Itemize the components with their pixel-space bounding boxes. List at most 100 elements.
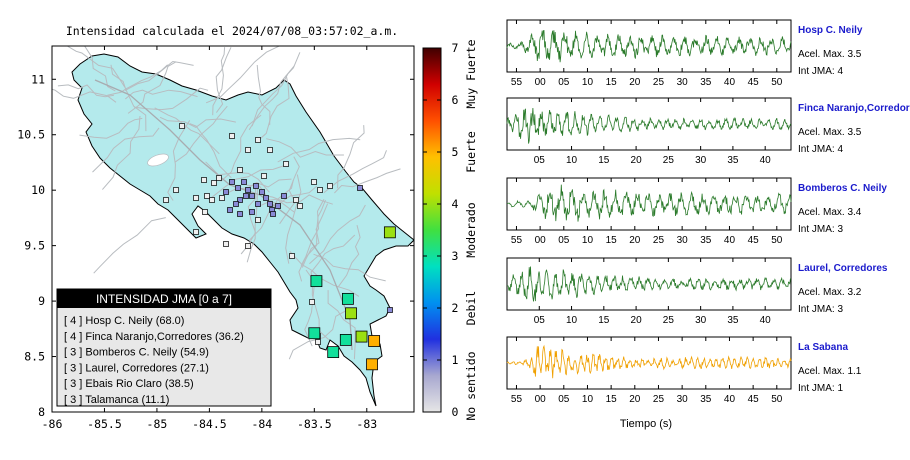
road xyxy=(313,253,386,282)
road xyxy=(92,127,160,173)
waveform-tick-label: 50 xyxy=(771,394,783,405)
station-marker xyxy=(339,334,352,346)
small-station-marker xyxy=(235,185,241,191)
legend: INTENSIDAD JMA [0 a 7] [ 4 ] Hosp C. Nei… xyxy=(56,288,272,407)
small-station-marker xyxy=(179,123,185,129)
road xyxy=(301,203,329,268)
waveform-tick-label: 35 xyxy=(700,77,712,88)
small-station-marker xyxy=(204,193,210,199)
legend-title: INTENSIDAD JMA [0 a 7] xyxy=(96,292,232,306)
figure-title: Intensidad calculada el 2024/07/08_03:57… xyxy=(66,24,398,38)
small-station-marker xyxy=(229,179,235,185)
small-station-marker xyxy=(211,180,217,186)
station-name: Bomberos C. Neily xyxy=(798,183,887,194)
waveform-frame xyxy=(506,336,792,390)
waveform-panels: 55 00 05 10 15 20 25 30 35 40 45 50 Hosp C. Neily Ace… xyxy=(506,19,910,405)
road xyxy=(212,47,226,116)
colorbar-tick-label: 1 xyxy=(452,353,459,367)
waveform-tick-label: 45 xyxy=(748,394,760,405)
road xyxy=(205,46,281,104)
waveform-tick-label: 40 xyxy=(760,155,772,166)
waveform-tick-label: 45 xyxy=(748,77,760,88)
small-station-marker xyxy=(249,209,255,215)
small-station-marker xyxy=(245,147,251,153)
small-station-marker xyxy=(275,203,281,209)
station-accel: Acel. Max. 3.4 xyxy=(798,207,862,218)
small-station-marker xyxy=(173,187,179,193)
small-station-marker xyxy=(241,179,247,185)
map-x-tick-label: -86 xyxy=(42,417,63,431)
road xyxy=(337,125,365,189)
waveform-tick-label: 05 xyxy=(558,235,570,246)
small-station-marker xyxy=(267,201,273,207)
small-station-marker xyxy=(289,253,295,259)
colorbar-category-label: Muy Fuerte xyxy=(464,39,478,108)
waveform-tick-label: 15 xyxy=(606,394,618,405)
small-station-marker xyxy=(261,173,267,179)
waveform-trace xyxy=(506,29,792,63)
station-marker xyxy=(345,307,357,320)
station-name: Finca Naranjo,Corredores xyxy=(798,103,910,114)
colorbar-tick-label: 2 xyxy=(452,301,459,315)
small-station-marker xyxy=(255,137,261,143)
road xyxy=(124,60,194,92)
small-station-marker xyxy=(281,193,287,199)
waveform-tick-label: 30 xyxy=(677,235,689,246)
small-station-marker xyxy=(223,189,229,195)
colorbar-tick-label: 3 xyxy=(452,249,459,263)
small-station-marker xyxy=(201,177,207,183)
small-station-marker xyxy=(237,211,243,217)
small-station-marker xyxy=(249,193,255,199)
station-name: Laurel, Corredores xyxy=(798,263,888,274)
road xyxy=(189,123,232,179)
waveform-tick-label: 45 xyxy=(748,235,760,246)
small-station-marker xyxy=(237,197,243,203)
road xyxy=(266,138,344,158)
colorbar-scale xyxy=(422,47,442,413)
small-station-marker xyxy=(237,167,243,173)
small-station-marker xyxy=(193,229,199,235)
map-x-tick-label: -83 xyxy=(356,417,377,431)
colorbar-tick-label: 7 xyxy=(452,41,459,55)
road xyxy=(310,234,356,273)
small-station-marker xyxy=(202,209,208,215)
road xyxy=(215,47,232,113)
waveform-tick-label: 10 xyxy=(582,394,594,405)
waveform-tick-label: 00 xyxy=(535,394,547,405)
road xyxy=(257,75,290,142)
road xyxy=(220,114,262,182)
station-accel: Acel. Max. 3.5 xyxy=(798,127,862,138)
map-y-tick-label: 10.5 xyxy=(17,128,45,142)
road xyxy=(262,194,333,205)
road xyxy=(79,117,143,139)
map-x-tick-label: -83.5 xyxy=(297,417,332,431)
small-station-marker xyxy=(283,161,289,167)
waveform-tick-label: 25 xyxy=(663,315,675,326)
map-y-tick-label: 11 xyxy=(31,72,45,86)
station-marker xyxy=(366,358,378,371)
lake xyxy=(147,153,169,167)
waveform-tick-label: 25 xyxy=(653,77,665,88)
small-station-marker xyxy=(327,183,333,189)
costa-rica-land xyxy=(71,53,414,407)
legend-item: [ 3 ] Bomberos C. Neily (54.9) xyxy=(64,347,209,359)
colorbar-category-label: Fuerte xyxy=(464,131,478,173)
legend-item: [ 4 ] Finca Naranjo,Corredores (36.2) xyxy=(64,331,244,343)
legend-item: [ 3 ] Laurel, Corredores (27.1) xyxy=(64,362,209,374)
small-station-marker xyxy=(255,217,261,223)
waveform-tick-label: 55 xyxy=(511,77,523,88)
waveform-trace xyxy=(506,107,792,144)
waveform-tick-label: 35 xyxy=(700,235,712,246)
road xyxy=(256,64,271,126)
waveform-tick-label: 25 xyxy=(653,235,665,246)
colorbar-tick-label: 4 xyxy=(452,197,459,211)
waveform-tick-label: 40 xyxy=(760,315,772,326)
waveform-panel: 55 00 05 10 15 20 25 30 35 40 45 50 Hosp C. Neily Ace… xyxy=(506,19,863,88)
waveform-tick-label: 25 xyxy=(663,155,675,166)
road xyxy=(127,61,177,114)
station-marker xyxy=(310,275,323,288)
colorbar-category-label: Debil xyxy=(464,291,478,326)
station-name: Hosp C. Neily xyxy=(798,25,863,36)
station-jma-int: Int JMA: 4 xyxy=(798,66,843,77)
waveform-tick-label: 35 xyxy=(700,394,712,405)
